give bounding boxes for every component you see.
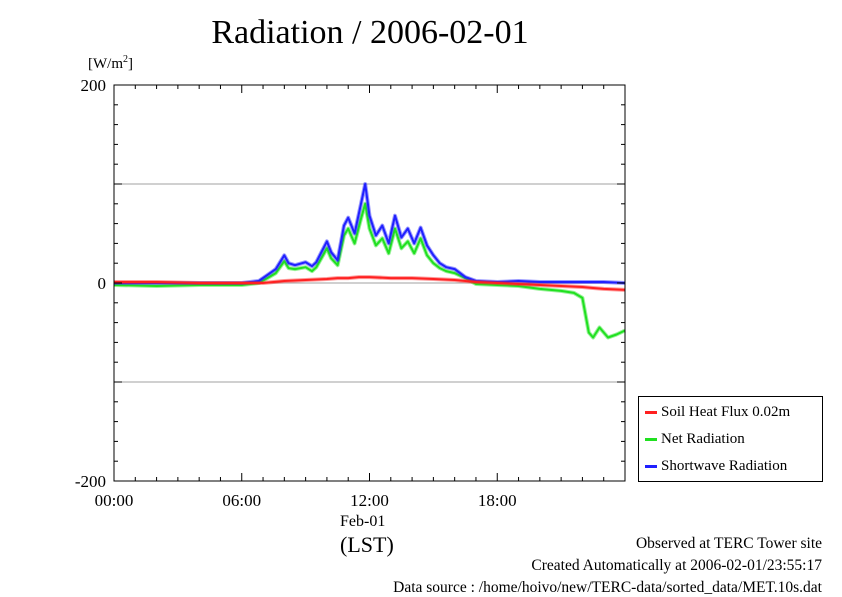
x-tick-label: 18:00 [478,491,517,510]
footer-data-source: Data source : /home/hoivo/new/TERC-data/… [393,579,822,596]
y-tick-label: 0 [98,274,107,293]
y-unit-prefix: [W/m [88,56,123,72]
x-tick-label: 12:00 [350,491,389,510]
x-tick-label: 00:00 [95,491,134,510]
legend-swatch-soil-heat-flux [645,410,657,414]
legend-swatch-net-radiation [645,437,657,441]
x-date-label: Feb-01 [340,513,386,530]
series-line-1 [113,202,626,339]
legend-item-shortwave-radiation: Shortwave Radiation [645,455,787,477]
legend-label-net-radiation: Net Radiation [661,430,745,447]
y-tick-label: -200 [75,472,106,491]
legend-item-soil-heat-flux: Soil Heat Flux 0.02m [645,401,790,423]
y-unit-suffix: ] [128,56,133,72]
y-unit-superscript: 2 [123,54,128,65]
footer-observed-at: Observed at TERC Tower site [635,535,822,552]
legend-item-net-radiation: Net Radiation [645,428,745,450]
axis-tick-labels: 00:00 06:00 12:00 18:00 200 0 -200 [75,76,517,510]
y-axis-unit-label: [W/m2] [88,54,133,73]
legend-label-shortwave-radiation: Shortwave Radiation [661,457,788,474]
legend: Soil Heat Flux 0.02m Net Radiation Short… [638,396,823,482]
x-axis-label: (LST) [340,532,394,557]
series-line-2 [114,183,626,284]
x-tick-label: 06:00 [222,491,261,510]
y-tick-label: 200 [81,76,107,95]
legend-label-soil-heat-flux: Soil Heat Flux 0.02m [661,403,791,420]
chart-title: Radiation / 2006-02-01 [211,14,529,51]
series-lines [113,182,626,340]
footer-created-at: Created Automatically at 2006-02-01/23:5… [531,557,822,574]
legend-swatch-shortwave-radiation [645,464,657,468]
axis-ticks [113,84,626,482]
series-line-0 [114,276,626,291]
